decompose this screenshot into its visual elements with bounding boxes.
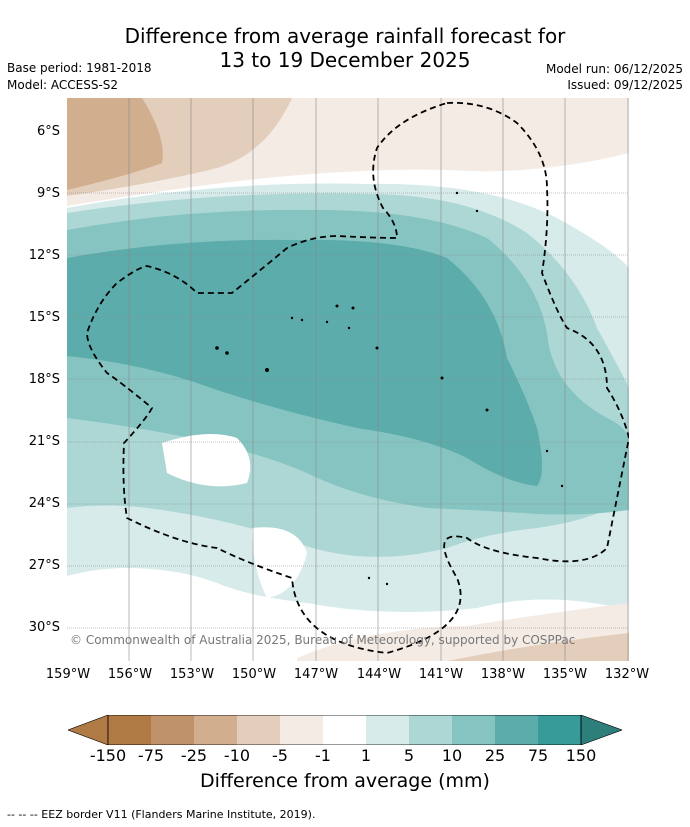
colorbar-swatch-dry-5 [280, 715, 323, 745]
longitude-label-156w: 156°W [107, 667, 153, 682]
colorbar-label: Difference from average (mm) [200, 770, 490, 792]
colorbar-swatch-dry-25 [194, 715, 237, 745]
colorbar-tick-minus-150: -150 [89, 746, 127, 765]
longitude-label-153w: 153°W [169, 667, 215, 682]
colorbar-swatch-wet-10 [452, 715, 495, 745]
latitude-label-15s: 15°S [28, 310, 60, 325]
dry-anomaly-shade-south [447, 633, 629, 661]
longitude-label-144w: 144°W [356, 667, 402, 682]
map-title-line-1: Difference from average rainfall forecas… [124, 24, 566, 48]
copyright-notice: © Commonwealth of Australia 2025, Bureau… [70, 633, 576, 647]
longitude-label-135w: 135°W [542, 667, 588, 682]
longitude-label-141w: 141°W [418, 667, 464, 682]
colorbar-tick-minus-75: -75 [137, 746, 165, 765]
colorbar-swatch-dry-10 [237, 715, 280, 745]
issued-text: Issued: 09/12/2025 [567, 78, 683, 92]
latitude-label-24s: 24°S [28, 496, 60, 511]
rainfall-difference-map [67, 98, 629, 661]
colorbar-swatch-neutral [323, 715, 366, 745]
latitude-label-21s: 21°S [28, 434, 60, 449]
colorbar-tick-10: 10 [441, 746, 463, 765]
graticule [67, 98, 629, 661]
base-period-text: Base period: 1981-2018 [7, 61, 152, 75]
colorbar-tick-1: 1 [360, 746, 372, 765]
longitude-label-147w: 147°W [293, 667, 339, 682]
colorbar-swatch-dry-75 [151, 715, 194, 745]
latitude-label-18s: 18°S [28, 372, 60, 387]
latitude-label-27s: 27°S [28, 558, 60, 573]
longitude-label-150w: 150°W [231, 667, 277, 682]
latitude-label-30s: 30°S [28, 620, 60, 635]
colorbar-tick-minus-1: -1 [315, 746, 331, 765]
colorbar-swatch-wet-5 [409, 715, 452, 745]
colorbar-tick-minus-10: -10 [223, 746, 251, 765]
latitude-label-12s: 12°S [28, 248, 60, 263]
eez-border [86, 101, 629, 654]
colorbar [68, 715, 622, 745]
colorbar-swatch-wet-1 [366, 715, 409, 745]
colorbar-tick-75: 75 [527, 746, 549, 765]
map-title-line-2: 13 to 19 December 2025 [219, 48, 471, 72]
colorbar-arrow-wet [580, 715, 622, 745]
colorbar-swatch-dry-150 [108, 715, 151, 745]
neutral-patch-southwest [162, 434, 251, 487]
latitude-label-6s: 6°S [36, 124, 60, 139]
model-text: Model: ACCESS-S2 [7, 78, 119, 92]
colorbar-swatch-wet-25 [495, 715, 538, 745]
colorbar-arrow-dry [68, 715, 109, 745]
longitude-label-138w: 138°W [480, 667, 526, 682]
latitude-label-9s: 9°S [36, 186, 60, 201]
colorbar-tick-minus-5: -5 [272, 746, 288, 765]
colorbar-tick-25: 25 [484, 746, 506, 765]
colorbar-outline [107, 715, 582, 745]
colorbar-swatch-wet-75 [538, 715, 581, 745]
wet-anomaly-band-25 [67, 239, 542, 486]
islands [215, 191, 564, 586]
model-run-text: Model run: 06/12/2025 [545, 62, 683, 76]
eez-border-legend: -- -- -- EEZ border V11 (Flanders Marine… [7, 808, 316, 821]
longitude-label-159w: 159°W [45, 667, 91, 682]
colorbar-tick-150: 150 [565, 746, 597, 765]
neutral-patch-south [252, 527, 307, 598]
longitude-label-132w: 132°W [604, 667, 650, 682]
dry-anomaly-shade-25 [67, 98, 163, 190]
colorbar-tick-minus-25: -25 [180, 746, 208, 765]
colorbar-tick-5: 5 [403, 746, 415, 765]
